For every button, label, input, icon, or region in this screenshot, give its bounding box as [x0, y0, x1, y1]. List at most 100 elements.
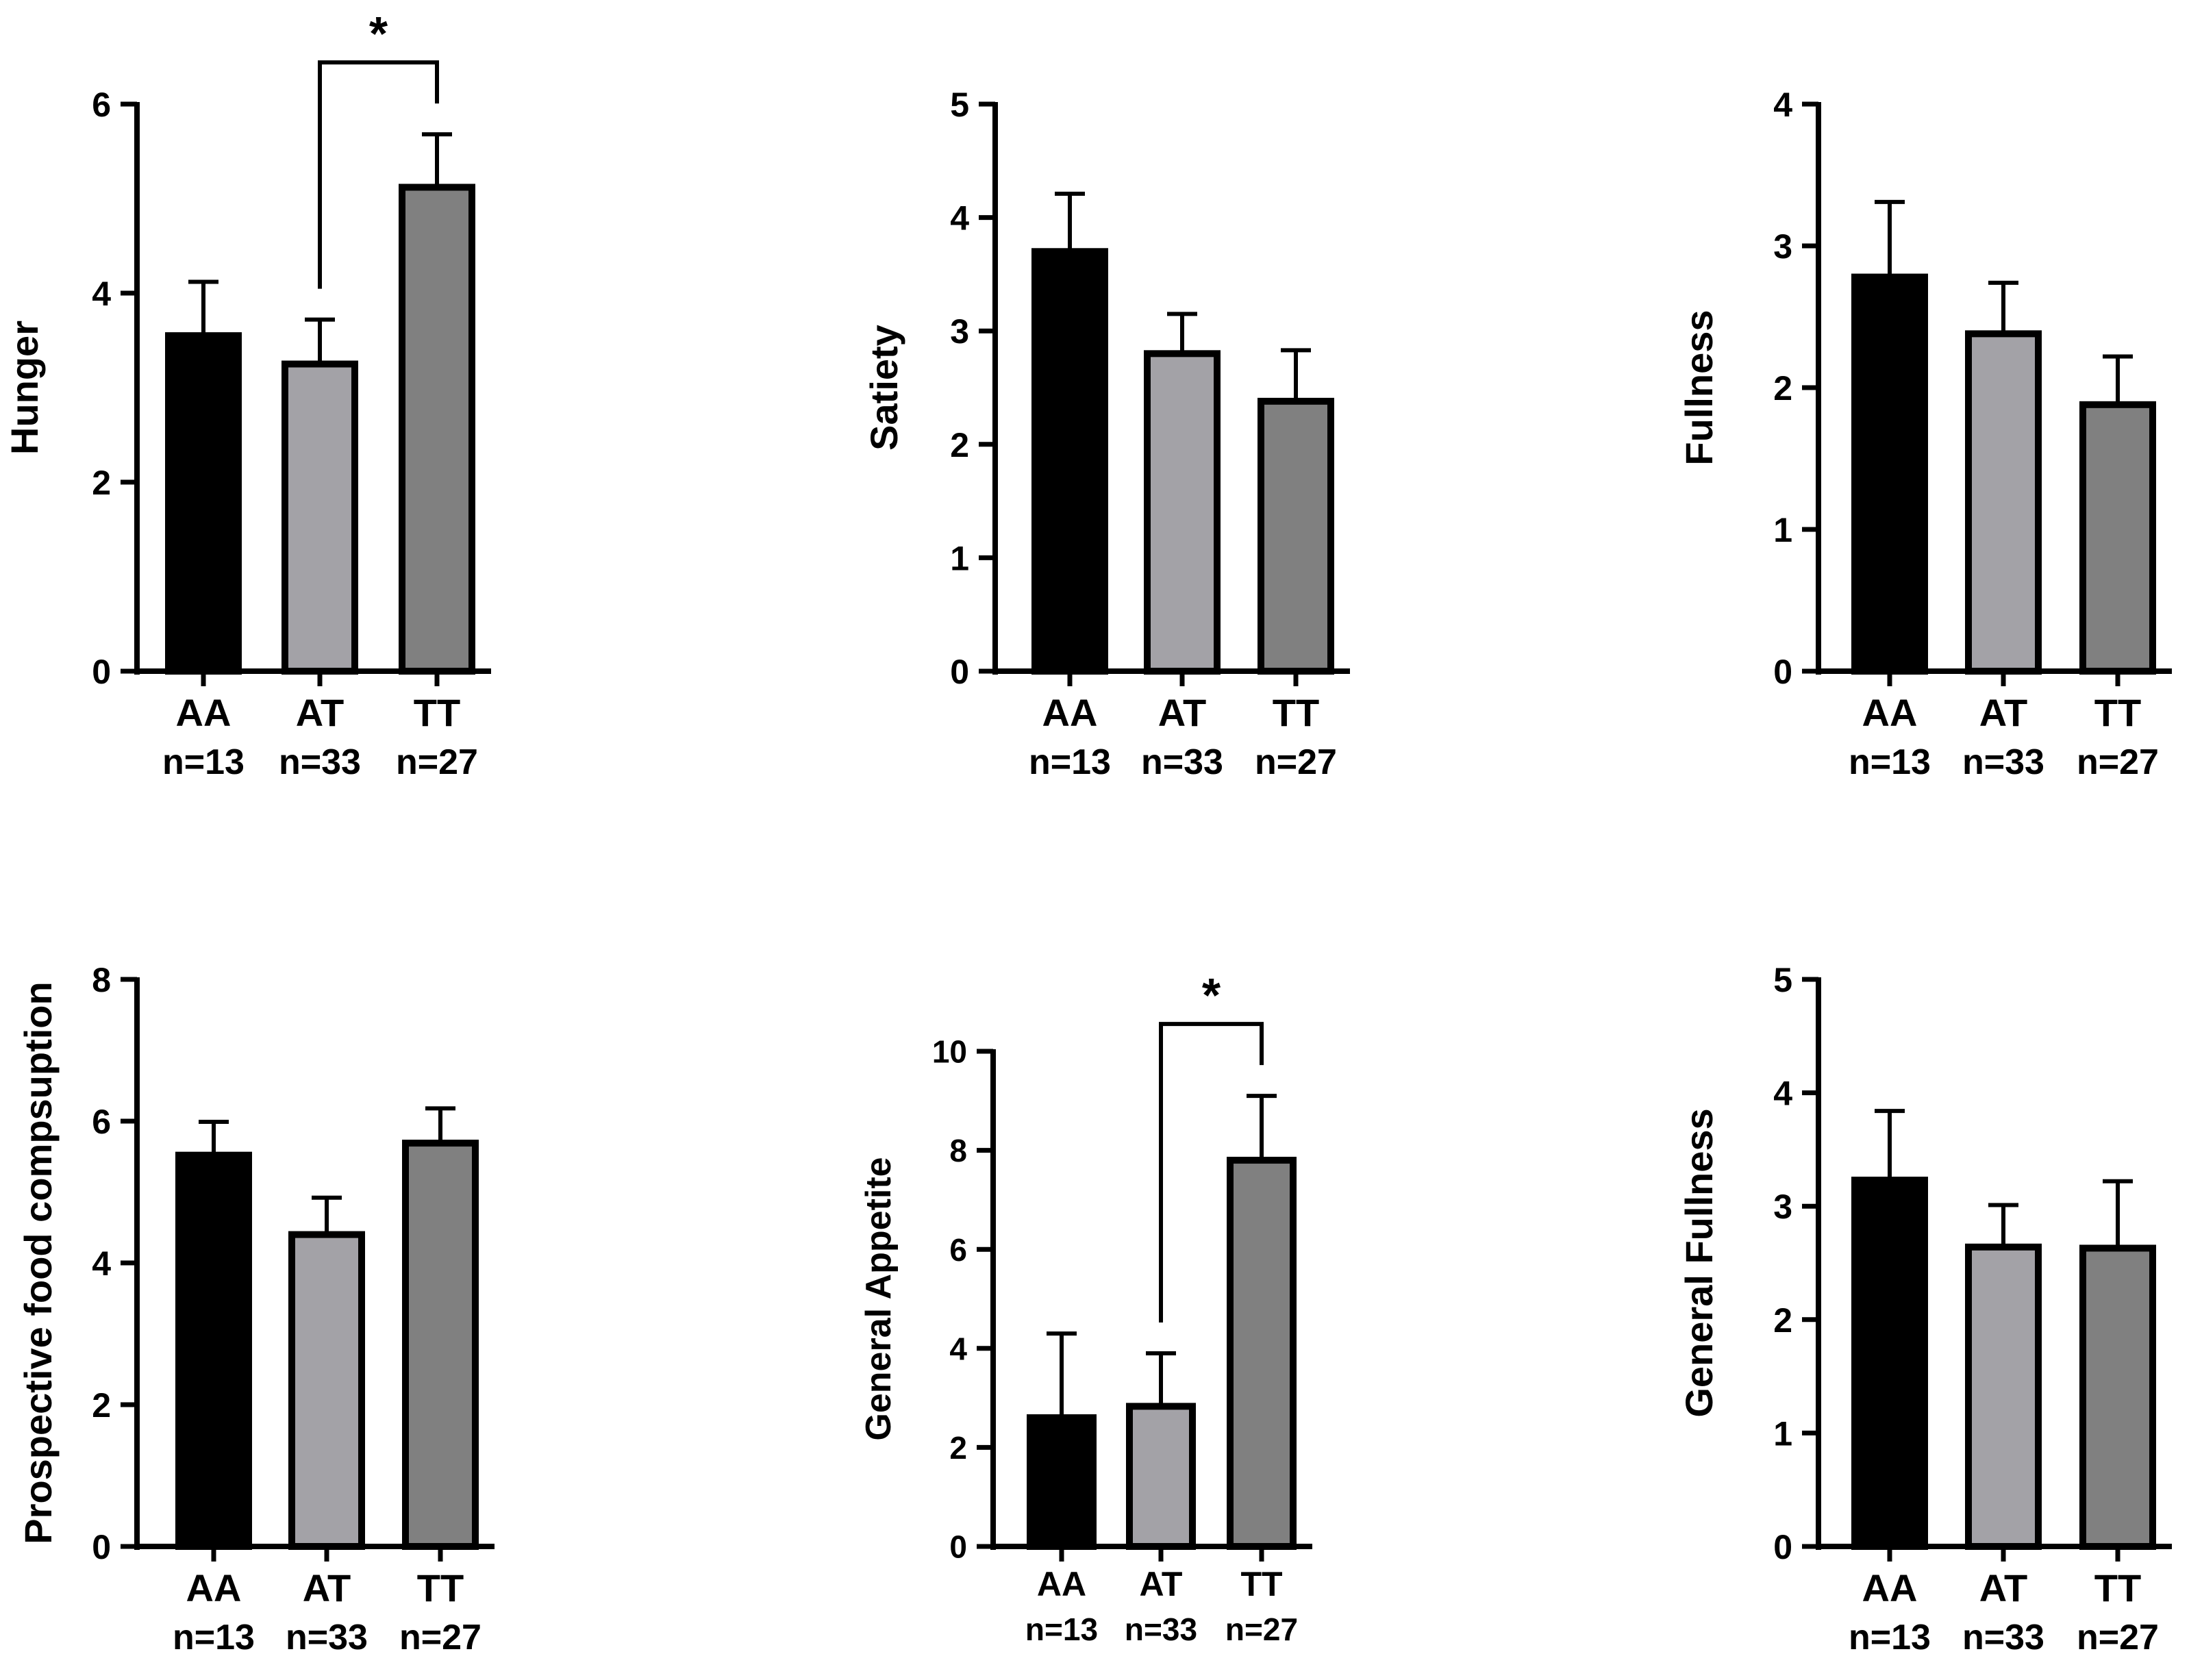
category-label-aa: AA [186, 1566, 242, 1609]
bar-at [1965, 1243, 2042, 1551]
y-tick-label: 0 [949, 1529, 967, 1565]
y-tick-label: 1 [950, 539, 969, 577]
bar-aa [165, 332, 242, 675]
y-tick-label: 10 [932, 1034, 967, 1070]
y-tick-label: 4 [92, 1244, 111, 1283]
bar-aa [1851, 1177, 1928, 1551]
general-fullness-chart: 0 1 2 3 4 5 AA n=13 AT n=33 TT n=27 General Fullness [1677, 961, 2172, 1657]
y-axis-title: Hunger [3, 321, 46, 455]
y-tick-label: 3 [950, 312, 969, 351]
category-label-aa: AA [1862, 691, 1918, 734]
bar-at [281, 360, 358, 675]
bar-tt [1258, 397, 1334, 675]
y-axis-title: Fullness [1677, 310, 1721, 465]
hunger-chart: 0 2 4 6 AA n=13 AT n=33 TT n=27 Hunger * [3, 7, 491, 782]
fullness-chart: 0 1 2 3 4 AA n=13 AT n=33 TT n=27 Fullness [1677, 86, 2172, 782]
significance-asterisk: * [1202, 968, 1221, 1022]
sample-size-label: n=13 [173, 1618, 255, 1657]
y-tick-label: 2 [92, 464, 111, 502]
y-axis-title: General Appetite [859, 1157, 899, 1440]
bar-tt [2079, 1244, 2156, 1551]
general-appetite-chart: 0 2 4 6 8 10 AA n=13 AT n=33 TT n=27 General Appetit… [859, 968, 1312, 1647]
y-tick-label: 2 [1773, 369, 1792, 408]
y-tick-label: 4 [92, 275, 111, 313]
sample-size-label: n=33 [1141, 742, 1223, 782]
bar-at [1144, 350, 1221, 675]
y-tick-label: 6 [949, 1232, 967, 1268]
category-label-at: AT [1979, 691, 2028, 734]
category-label-tt: TT [1273, 691, 1319, 734]
y-axis-title: General Fullness [1677, 1108, 1721, 1417]
significance-asterisk: * [369, 7, 388, 60]
y-tick-label: 5 [950, 86, 969, 124]
y-tick-label: 1 [1773, 511, 1792, 549]
sample-size-label: n=13 [1849, 1618, 1931, 1657]
category-label-aa: AA [1042, 691, 1098, 734]
category-label-tt: TT [1240, 1565, 1282, 1603]
y-tick-label: 5 [1773, 961, 1792, 999]
y-tick-label: 4 [1773, 1075, 1792, 1113]
category-label-at: AT [1979, 1566, 2028, 1609]
bar-tt [2079, 401, 2156, 675]
y-tick-label: 0 [950, 653, 969, 691]
sample-size-label: n=27 [1255, 742, 1337, 782]
y-tick-label: 0 [1773, 653, 1792, 691]
y-tick-label: 2 [1773, 1301, 1792, 1340]
category-label-tt: TT [417, 1566, 464, 1609]
category-label-aa: AA [1037, 1565, 1086, 1603]
bar-aa [175, 1151, 252, 1551]
bar-at [1126, 1403, 1196, 1551]
bar-aa [1027, 1414, 1097, 1551]
category-label-aa: AA [176, 691, 232, 734]
category-label-tt: TT [414, 691, 460, 734]
y-tick-label: 6 [92, 1103, 111, 1141]
sample-size-label: n=27 [2077, 1618, 2159, 1657]
sample-size-label: n=27 [396, 742, 478, 782]
category-label-at: AT [303, 1566, 351, 1609]
y-axis-title: Satiety [862, 325, 905, 451]
y-tick-label: 0 [92, 1528, 111, 1566]
sample-size-label: n=33 [286, 1618, 368, 1657]
y-tick-label: 4 [949, 1331, 967, 1366]
y-tick-label: 4 [950, 199, 969, 238]
sample-size-label: n=13 [162, 742, 245, 782]
sample-size-label: n=33 [1962, 742, 2044, 782]
sample-size-label: n=33 [279, 742, 361, 782]
bar-at [1965, 330, 2042, 675]
y-tick-label: 3 [1773, 227, 1792, 266]
y-tick-label: 8 [92, 961, 111, 999]
sample-size-label: n=27 [2077, 742, 2159, 782]
bar-tt [1227, 1157, 1297, 1551]
sample-size-label: n=27 [1225, 1612, 1298, 1647]
y-tick-label: 0 [92, 653, 111, 691]
bar-tt [402, 1140, 479, 1550]
satiety-chart: 0 1 2 3 4 5 AA n=13 AT n=33 TT n=27 Satiety [862, 86, 1350, 782]
y-tick-label: 1 [1773, 1414, 1792, 1453]
sample-size-label: n=13 [1029, 742, 1111, 782]
category-label-tt: TT [2094, 691, 2141, 734]
bar-aa [1851, 273, 1928, 675]
y-tick-label: 2 [950, 426, 969, 464]
category-label-at: AT [1158, 691, 1207, 734]
significance-bracket [318, 60, 439, 289]
sample-size-label: n=33 [1962, 1618, 2044, 1657]
y-tick-label: 0 [1773, 1528, 1792, 1566]
category-label-tt: TT [2094, 1566, 2141, 1609]
bar-aa [1031, 248, 1108, 675]
category-label-aa: AA [1862, 1566, 1918, 1609]
sample-size-label: n=27 [399, 1618, 481, 1657]
y-tick-label: 2 [949, 1430, 967, 1466]
bar-tt [399, 184, 475, 675]
category-label-at: AT [1140, 1565, 1183, 1603]
sample-size-label: n=13 [1849, 742, 1931, 782]
sample-size-label: n=13 [1025, 1612, 1098, 1647]
y-tick-label: 8 [949, 1133, 967, 1168]
bar-at [288, 1231, 365, 1550]
y-tick-label: 2 [92, 1386, 111, 1425]
y-tick-label: 3 [1773, 1188, 1792, 1226]
significance-bracket [1159, 1022, 1264, 1323]
sample-size-label: n=33 [1125, 1612, 1197, 1647]
prospective-food-consumption-chart: 0 2 4 6 8 AA n=13 AT n=33 TT n=27 Prospective food … [16, 961, 495, 1657]
y-axis-title: Prospective food compsuption [16, 981, 60, 1544]
